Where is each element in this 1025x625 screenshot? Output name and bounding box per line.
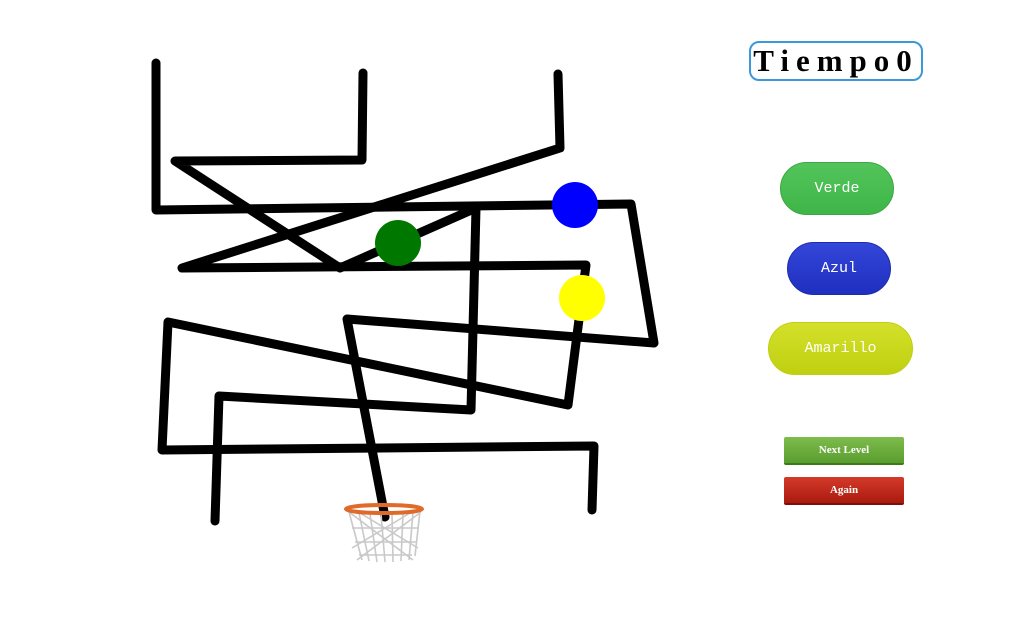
timer-display: Tiempo 0 [749, 41, 923, 81]
next-level-button[interactable]: Next Level [784, 437, 904, 465]
yellow-ball[interactable] [559, 275, 605, 321]
green-ball[interactable] [375, 220, 421, 266]
blue-ball[interactable] [552, 182, 598, 228]
again-button[interactable]: Again [784, 477, 904, 505]
yellow-button[interactable]: Amarillo [768, 322, 913, 375]
timer-label: Tiempo [753, 43, 897, 78]
basketball-hoop-icon [344, 503, 424, 563]
timer-value: 0 [896, 43, 919, 78]
green-button[interactable]: Verde [780, 162, 894, 215]
track-segment-1 [151, 58, 659, 522]
track-segment-3 [157, 69, 599, 515]
blue-button[interactable]: Azul [787, 242, 891, 295]
